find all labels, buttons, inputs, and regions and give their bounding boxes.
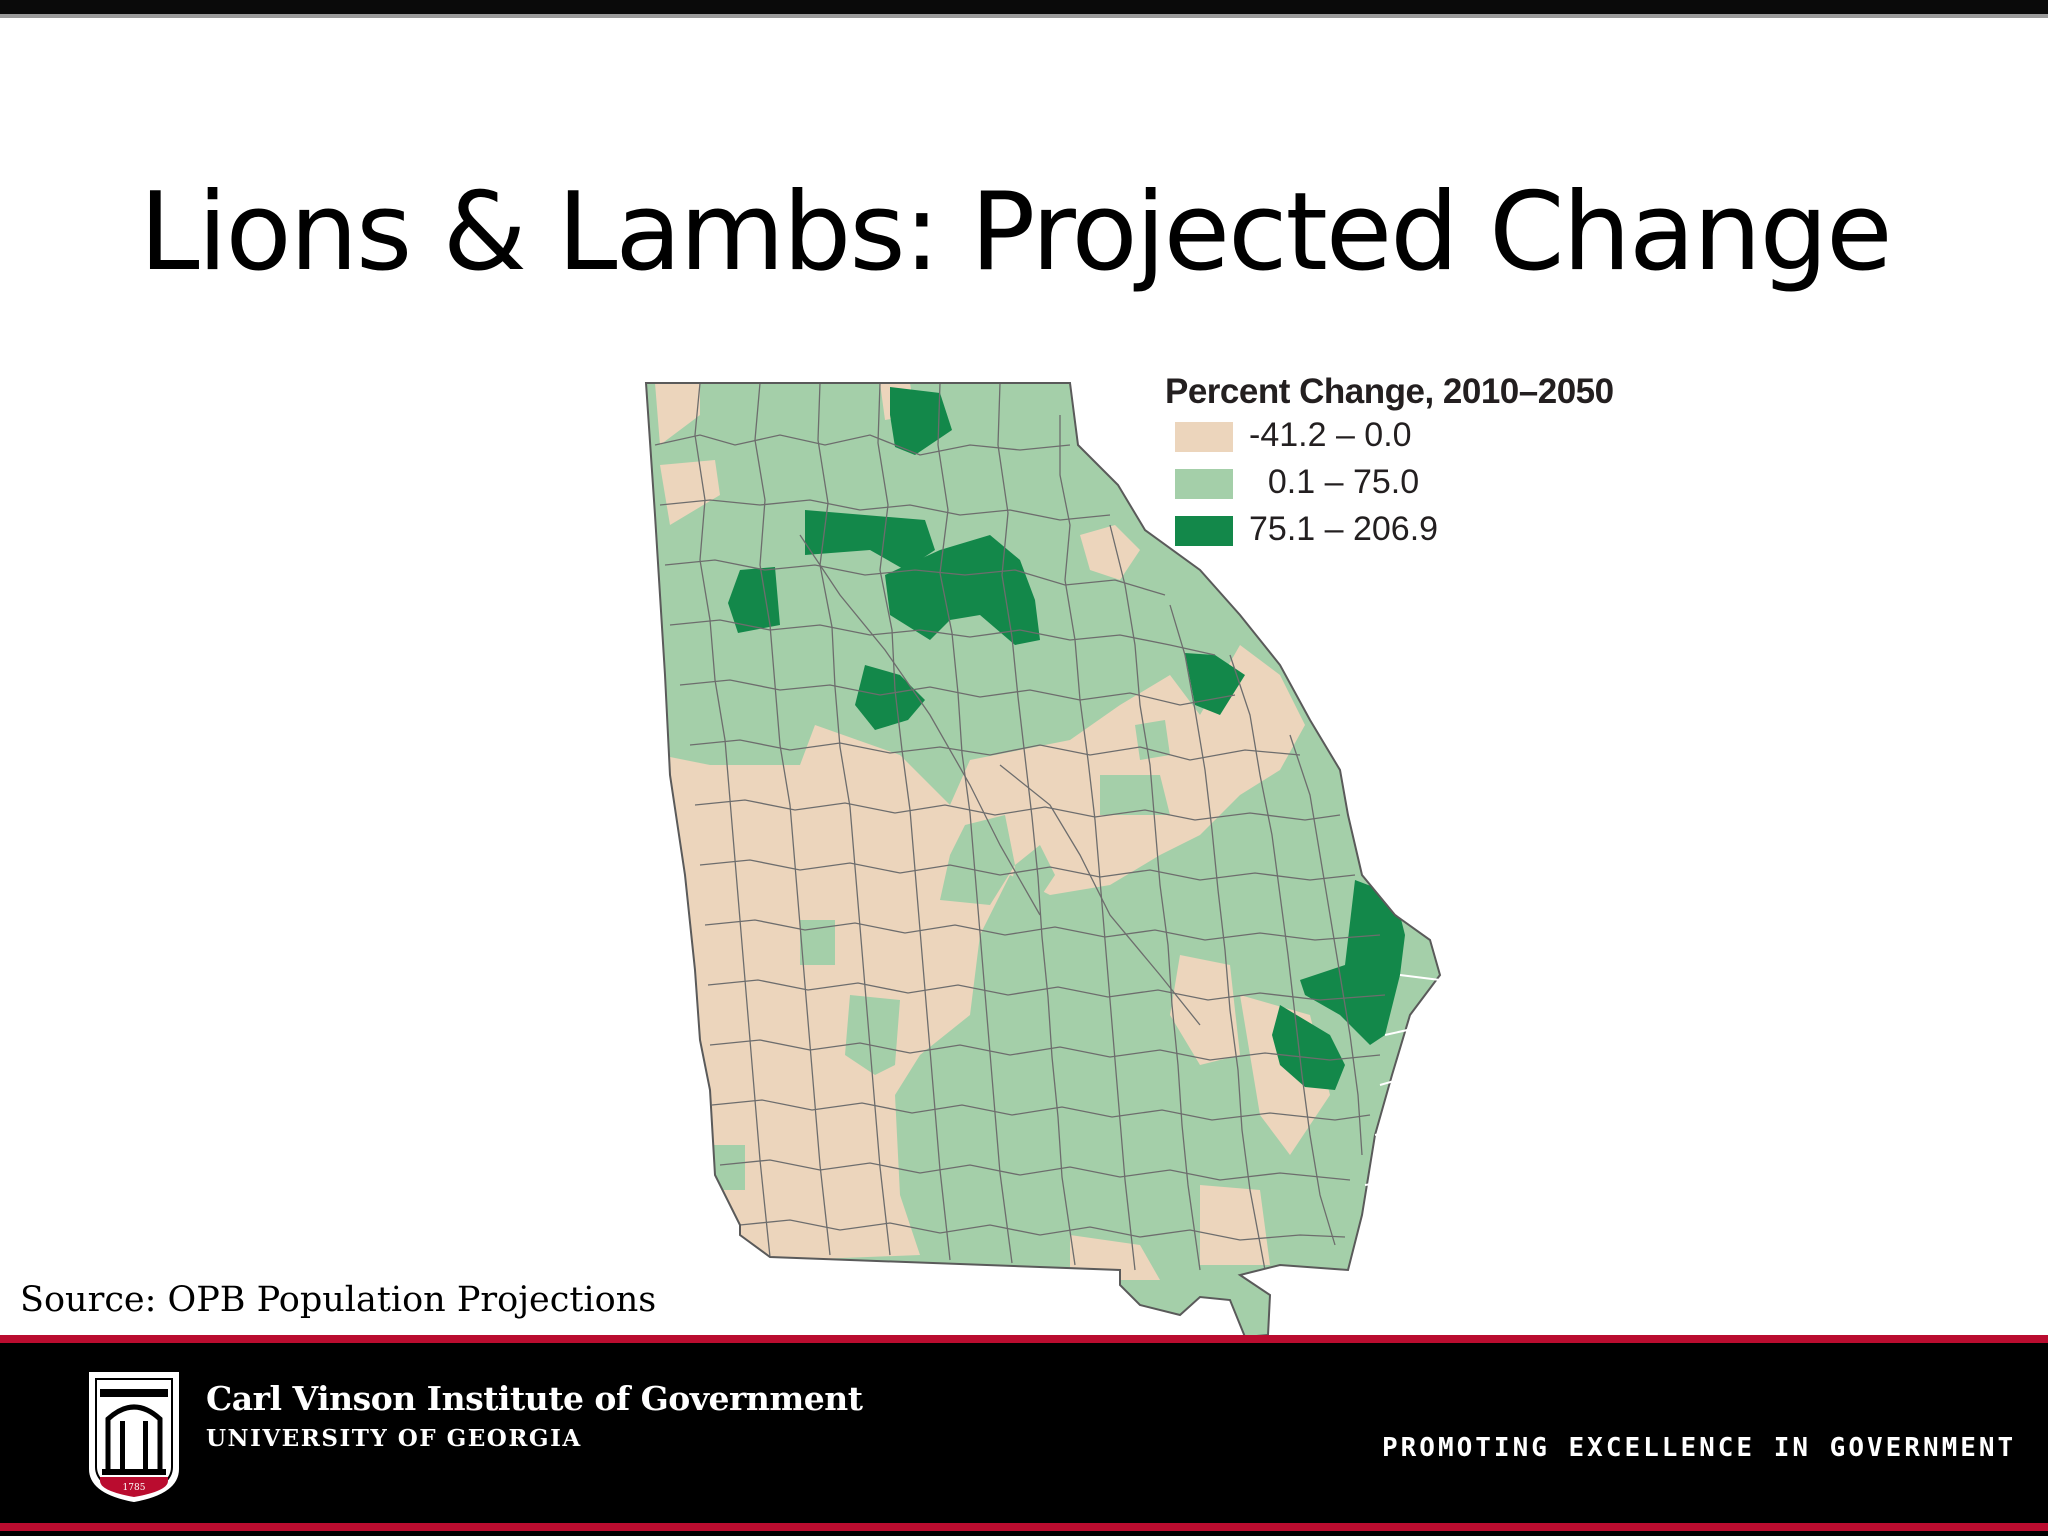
arch-shield-icon: 1785 bbox=[89, 1372, 179, 1503]
footer-accent-top bbox=[0, 1335, 2048, 1343]
institute-name: Carl Vinson Institute of Government bbox=[206, 1379, 863, 1418]
footer-tagline: PROMOTING EXCELLENCE IN GOVERNMENT bbox=[1382, 1433, 2017, 1463]
legend-label-moderate: 0.1 – 75.0 bbox=[1249, 463, 1420, 501]
university-name: UNIVERSITY OF GEORGIA bbox=[206, 1425, 582, 1452]
logo-year: 1785 bbox=[123, 1483, 146, 1493]
legend-swatch-high bbox=[1175, 516, 1233, 546]
map-svg bbox=[644, 382, 1442, 1339]
georgia-county-map bbox=[640, 375, 1500, 1340]
legend-label-high: 75.1 – 206.9 bbox=[1249, 510, 1439, 548]
state-outline bbox=[644, 382, 1442, 1339]
map-legend: Percent Change, 2010–2050 -41.2 – 0.0 0.… bbox=[1165, 372, 1625, 553]
source-note: Source: OPB Population Projections bbox=[20, 1280, 657, 1320]
legend-label-decline: -41.2 – 0.0 bbox=[1249, 416, 1412, 454]
slide-title: Lions & Lambs: Projected Change bbox=[139, 170, 1892, 295]
footer-bar: 1785 Carl Vinson Institute of Government… bbox=[0, 1335, 2048, 1536]
legend-title: Percent Change, 2010–2050 bbox=[1165, 372, 1614, 411]
top-border-line bbox=[0, 14, 2048, 18]
top-border-bar bbox=[0, 0, 2048, 14]
coastal-inlets bbox=[1364, 974, 1441, 1186]
legend-item-high: 75.1 – 206.9 bbox=[1165, 508, 1625, 553]
county-borders bbox=[654, 383, 1386, 1271]
legend-swatch-moderate bbox=[1175, 469, 1233, 499]
legend-item-decline: -41.2 – 0.0 bbox=[1165, 414, 1625, 459]
footer-accent-bottom bbox=[0, 1523, 2048, 1531]
legend-item-moderate: 0.1 – 75.0 bbox=[1165, 461, 1625, 506]
legend-swatch-decline bbox=[1175, 422, 1233, 452]
